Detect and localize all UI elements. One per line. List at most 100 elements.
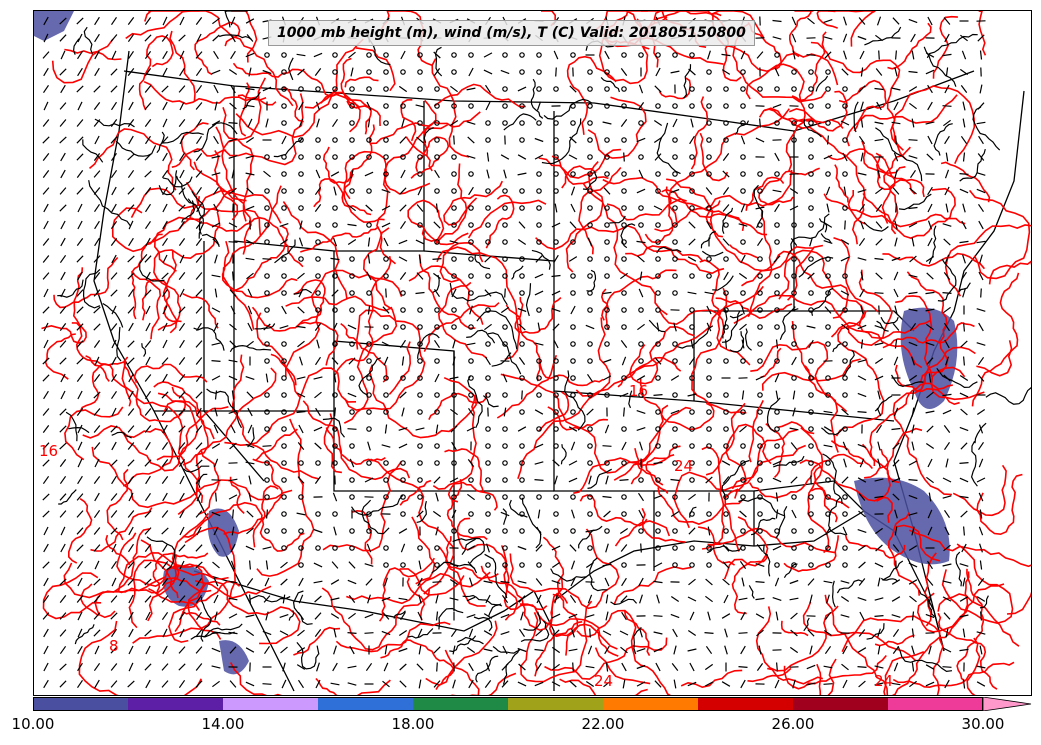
wind-barb bbox=[978, 203, 984, 213]
wind-barb bbox=[416, 204, 424, 212]
calm-wind-marker bbox=[723, 103, 729, 109]
calm-wind-marker bbox=[417, 120, 423, 126]
calm-wind-marker bbox=[570, 528, 576, 534]
calm-wind-marker bbox=[757, 256, 763, 262]
wind-barb bbox=[670, 375, 680, 381]
wind-barb bbox=[842, 645, 848, 655]
height-contour bbox=[74, 624, 95, 645]
wind-barb bbox=[636, 375, 646, 381]
temperature-contour bbox=[229, 662, 391, 695]
wind-barb bbox=[774, 373, 780, 383]
height-contour bbox=[224, 11, 248, 28]
wind-barb bbox=[365, 662, 373, 672]
temperature-contour bbox=[431, 58, 470, 158]
wind-barb bbox=[279, 325, 289, 329]
calm-wind-marker bbox=[638, 358, 644, 364]
wind-barb bbox=[603, 510, 611, 518]
calm-wind-marker bbox=[519, 443, 525, 449]
wind-barb bbox=[42, 374, 50, 382]
wind-barb bbox=[774, 679, 780, 689]
temperature-contour bbox=[411, 516, 436, 585]
wind-barb bbox=[569, 680, 577, 688]
calm-wind-marker bbox=[281, 69, 287, 75]
wind-barb bbox=[943, 17, 951, 25]
temperature-contour bbox=[90, 507, 153, 552]
wind-barb bbox=[211, 155, 221, 159]
wind-barb bbox=[857, 666, 867, 668]
wind-barb bbox=[43, 33, 49, 43]
temperature-contours bbox=[41, 11, 1031, 695]
wind-barb bbox=[467, 493, 475, 501]
wind-barb bbox=[604, 645, 610, 655]
calm-wind-marker bbox=[502, 528, 508, 534]
wind-barb bbox=[774, 67, 780, 77]
state-line bbox=[654, 490, 755, 546]
wind-barb bbox=[603, 187, 611, 195]
wind-barb bbox=[384, 645, 388, 655]
wind-barb bbox=[162, 101, 168, 111]
calm-wind-marker bbox=[553, 86, 559, 92]
wind-barb bbox=[76, 153, 84, 161]
wind-barb bbox=[874, 325, 884, 329]
wind-barb bbox=[415, 239, 425, 245]
calm-wind-marker bbox=[298, 460, 304, 466]
wind-barb bbox=[348, 357, 356, 365]
temperature-contour bbox=[778, 249, 865, 326]
calm-wind-marker bbox=[383, 103, 389, 109]
wind-barb bbox=[977, 578, 985, 586]
wind-barb bbox=[282, 594, 286, 604]
wind-barb bbox=[723, 271, 729, 281]
calm-wind-marker bbox=[434, 120, 440, 126]
wind-barb bbox=[553, 339, 559, 349]
wind-barb bbox=[213, 458, 219, 468]
wind-barb bbox=[673, 645, 677, 655]
wind-barb bbox=[399, 204, 407, 212]
wind-barb bbox=[688, 356, 696, 366]
wind-barb bbox=[93, 374, 101, 382]
temperature-contour bbox=[630, 406, 692, 485]
temperature-contour bbox=[895, 295, 933, 377]
calm-wind-marker bbox=[740, 545, 746, 551]
calm-wind-marker bbox=[740, 86, 746, 92]
wind-barb bbox=[942, 666, 952, 668]
wind-barb bbox=[43, 67, 49, 77]
calm-wind-marker bbox=[638, 341, 644, 347]
temperature-contour bbox=[578, 166, 622, 255]
height-contour bbox=[219, 34, 252, 41]
calm-wind-marker bbox=[417, 154, 423, 160]
wind-barb bbox=[111, 254, 117, 264]
wind-barb bbox=[585, 681, 595, 687]
temperature-contour bbox=[641, 507, 686, 543]
wind-barb bbox=[535, 544, 543, 552]
temperature-contour bbox=[125, 11, 294, 107]
wind-barb bbox=[977, 102, 985, 110]
calm-wind-marker bbox=[808, 307, 814, 313]
wind-barb bbox=[127, 272, 135, 280]
wind-barb bbox=[60, 526, 66, 536]
wind-barb bbox=[842, 679, 848, 689]
wind-barb bbox=[314, 391, 322, 399]
wind-barb bbox=[196, 492, 202, 502]
calm-wind-marker bbox=[315, 290, 321, 296]
wind-barb bbox=[433, 680, 441, 688]
wind-barb bbox=[59, 187, 67, 195]
wind-barb bbox=[401, 118, 405, 128]
wind-barb bbox=[161, 442, 169, 450]
wind-barb bbox=[979, 645, 983, 655]
wind-barb bbox=[569, 85, 577, 93]
calm-wind-marker bbox=[519, 256, 525, 262]
wind-barb bbox=[195, 374, 203, 382]
wind-barb bbox=[775, 509, 779, 519]
wind-barb bbox=[807, 629, 815, 637]
calm-wind-marker bbox=[315, 307, 321, 313]
wind-barb bbox=[214, 390, 218, 400]
height-contour bbox=[523, 617, 542, 631]
calm-wind-marker bbox=[791, 545, 797, 551]
wind-barb bbox=[214, 288, 218, 298]
calm-wind-marker bbox=[264, 222, 270, 228]
wind-barb bbox=[605, 543, 609, 553]
wind-barb bbox=[452, 679, 456, 689]
wind-barb bbox=[145, 441, 151, 451]
calm-wind-marker bbox=[383, 154, 389, 160]
height-contour bbox=[88, 180, 131, 227]
